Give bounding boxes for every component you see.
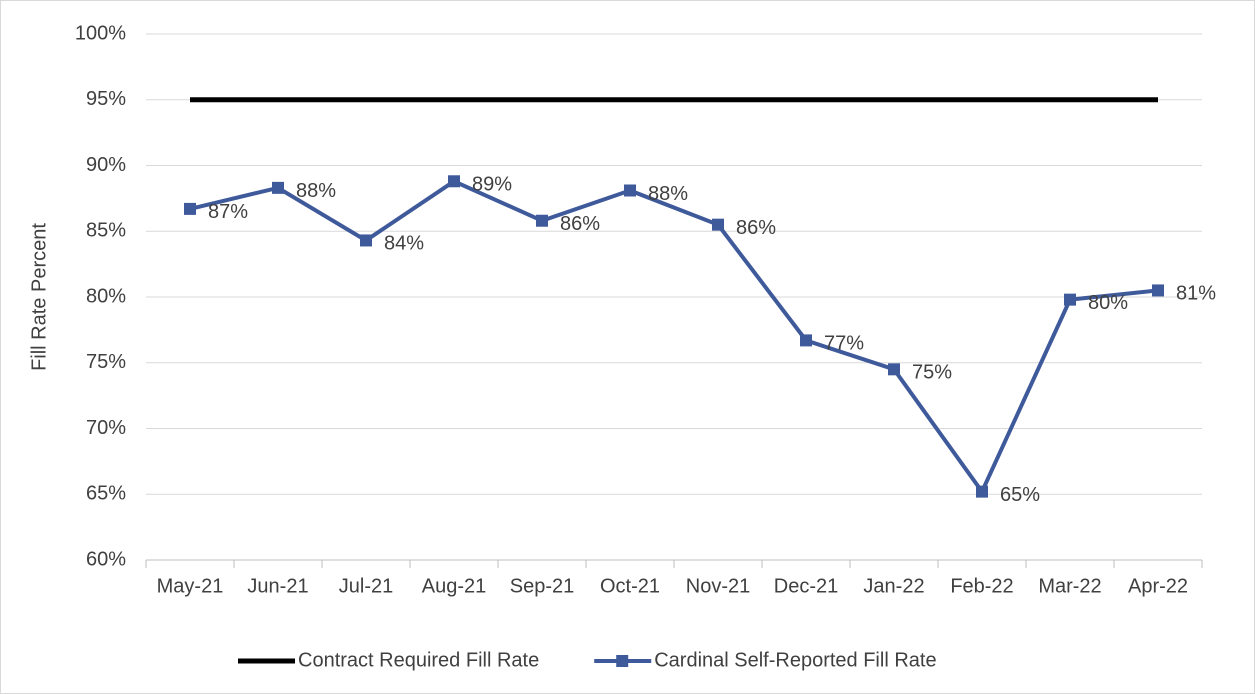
y-axis-label: Fill Rate Percent	[28, 223, 50, 371]
x-tick-label: Sep-21	[510, 575, 575, 597]
series-line	[189, 179, 1159, 496]
data-label: 80%	[1088, 292, 1128, 314]
marker	[1064, 293, 1076, 306]
x-tick-label: Jul-21	[339, 575, 393, 597]
y-tick-label: 60%	[86, 548, 126, 570]
data-label: 65%	[1000, 484, 1040, 506]
data-label: 84%	[384, 233, 424, 255]
x-tick-label: Apr-22	[1128, 575, 1188, 597]
y-tick-label: 70%	[86, 417, 126, 439]
x-tick-label: May-21	[157, 575, 224, 597]
x-tick-label: Dec-21	[774, 575, 838, 597]
data-label: 87%	[208, 201, 248, 223]
x-tick-label: Jan-22	[863, 575, 924, 597]
data-label: 89%	[472, 174, 512, 196]
x-tick-label: Aug-21	[422, 575, 487, 597]
x-tick-label: Mar-22	[1038, 575, 1101, 597]
x-tick-label: Jun-21	[247, 575, 308, 597]
marker	[536, 214, 548, 227]
data-label: 77%	[824, 333, 864, 355]
y-tick-label: 80%	[86, 285, 126, 307]
legend-label: Cardinal Self-Reported Fill Rate	[654, 649, 936, 671]
legend-marker	[616, 655, 629, 667]
marker	[272, 181, 284, 194]
y-tick-label: 75%	[86, 351, 126, 373]
y-tick-label: 90%	[86, 154, 126, 176]
marker	[448, 175, 460, 188]
x-tick-label: Nov-21	[686, 575, 750, 597]
marker	[888, 363, 900, 376]
marker	[712, 218, 724, 231]
data-label: 81%	[1176, 283, 1216, 305]
legend-label: Contract Required Fill Rate	[298, 649, 539, 671]
x-tick-label: Oct-21	[600, 575, 660, 597]
y-tick-label: 100%	[75, 22, 126, 44]
y-tick-label: 95%	[86, 88, 126, 110]
data-label: 86%	[560, 213, 600, 235]
x-tick-label: Feb-22	[950, 575, 1013, 597]
marker	[800, 334, 812, 347]
y-tick-label: 65%	[86, 483, 126, 505]
data-label: 88%	[296, 180, 336, 202]
marker	[360, 234, 372, 247]
y-tick-label: 85%	[86, 220, 126, 242]
marker	[976, 485, 988, 498]
marker	[184, 202, 196, 215]
data-label: 75%	[912, 362, 952, 384]
marker	[1152, 284, 1164, 297]
data-label: 86%	[736, 217, 776, 239]
data-label: 88%	[648, 183, 688, 205]
marker	[624, 184, 636, 197]
